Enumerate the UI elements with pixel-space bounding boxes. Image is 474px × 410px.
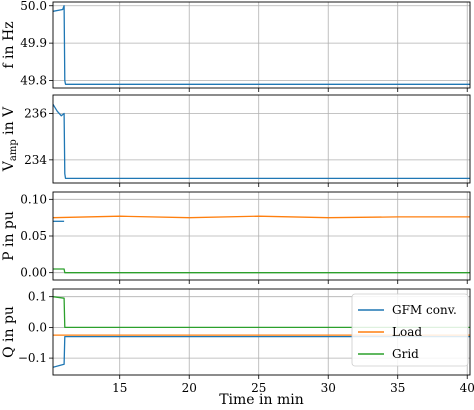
y-axis-label-tail: in V <box>1 106 17 139</box>
x-axis-label: Time in min <box>219 392 304 408</box>
x-tick-label: 25 <box>251 381 266 395</box>
series-line-1 <box>53 103 470 180</box>
x-tick-label: 15 <box>112 381 127 395</box>
series-line-3 <box>53 296 470 329</box>
x-tick-label: 40 <box>460 381 474 395</box>
subplot-3: 0.00 0.05 0.10P in pu <box>1 191 471 284</box>
y-axis-label-main: f in Hz <box>1 21 17 68</box>
plot-frame <box>52 94 471 184</box>
subplot-4: −0.1 0.0 0.1 15 20 25 30 35 40 Q in pu Time in min… <box>1 288 474 408</box>
y-axis-label: Vamp in V <box>1 106 19 172</box>
y-tick-label: 234 <box>24 153 47 167</box>
y-tick-label: 0.00 <box>20 266 47 280</box>
y-tick-label: 0.0 <box>28 320 47 334</box>
legend-box <box>351 293 469 367</box>
legend-label: GFM conv. <box>392 303 457 317</box>
series-line-1 <box>53 5 470 85</box>
y-tick-label: 236 <box>24 107 47 121</box>
y-tick-label: −0.1 <box>18 351 47 365</box>
y-axis-label-subscript: amp <box>8 139 19 161</box>
subplot-2: 234 236 Vamp in V <box>1 94 471 187</box>
legend-label: Grid <box>392 347 419 361</box>
x-tick-label: 20 <box>182 381 197 395</box>
y-axis-label: Q in pu <box>1 306 17 358</box>
y-tick-label: 49.8 <box>20 74 47 88</box>
legend-label: Load <box>392 325 422 339</box>
y-tick-label: 0.05 <box>20 229 47 243</box>
y-tick-label: 0.10 <box>20 192 47 206</box>
subplot-1: 49.8 49.9 50.0f in Hz <box>1 0 471 92</box>
y-axis-label: P in pu <box>1 211 17 261</box>
y-tick-label: 0.1 <box>28 290 47 304</box>
series-line-3 <box>53 268 470 274</box>
y-axis-label-main: V <box>1 160 17 172</box>
series-line-1 <box>53 335 470 368</box>
x-tick-label: 35 <box>390 381 405 395</box>
plot-frame <box>52 1 471 89</box>
y-axis-label: f in Hz <box>1 21 17 68</box>
y-axis-label-main: Q in pu <box>1 306 17 358</box>
legend: GFM conv. Load Grid <box>351 293 469 367</box>
x-tick-label: 30 <box>321 381 336 395</box>
plot-frame <box>52 288 471 376</box>
y-tick-label: 50.0 <box>20 0 47 13</box>
y-axis-label-main: P in pu <box>1 211 17 261</box>
series-line-2 <box>53 215 470 219</box>
y-tick-label: 49.9 <box>20 36 47 50</box>
